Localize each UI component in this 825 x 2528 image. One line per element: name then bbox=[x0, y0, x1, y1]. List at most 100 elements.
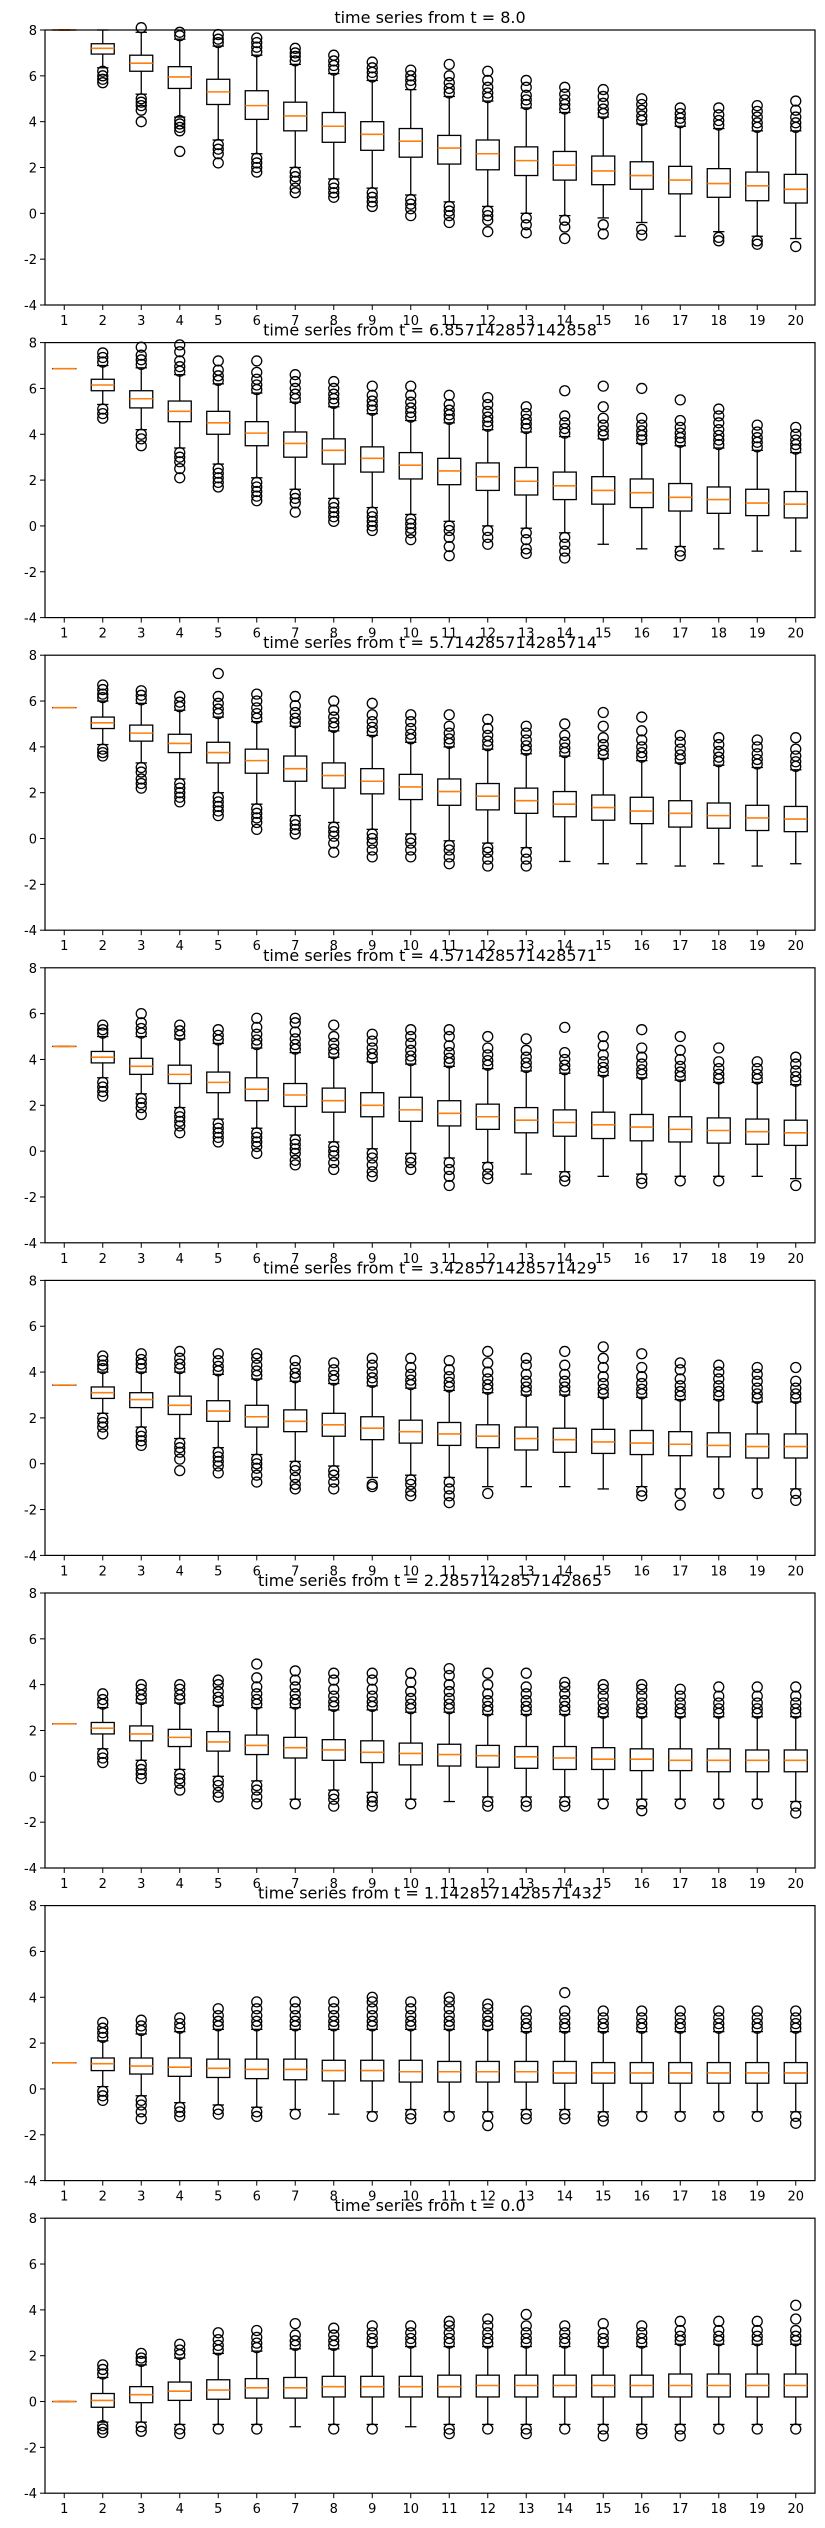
box-12 bbox=[475, 713, 500, 872]
x-tick-label: 18 bbox=[710, 939, 727, 954]
y-tick-label: -2 bbox=[24, 1816, 37, 1831]
x-tick-label: 6 bbox=[253, 2190, 261, 2205]
flier-point bbox=[289, 171, 301, 183]
axes-frame bbox=[44, 342, 816, 619]
x-tick-label: 13 bbox=[518, 2190, 535, 2205]
y-tick-label: 0 bbox=[29, 2083, 37, 2098]
flier-point bbox=[328, 846, 340, 858]
flier-point bbox=[713, 231, 725, 244]
flier-point bbox=[174, 1019, 186, 1031]
flier-point bbox=[251, 485, 263, 498]
flier-point bbox=[212, 690, 224, 703]
x-tick-label: 17 bbox=[672, 1252, 689, 1267]
flier-point bbox=[674, 1373, 686, 1385]
flier-point bbox=[174, 446, 186, 459]
flier-point bbox=[251, 1131, 263, 1144]
flier-point bbox=[520, 740, 532, 752]
x-tick-label: 20 bbox=[787, 2190, 804, 2205]
x-tick-label: 3 bbox=[137, 1252, 145, 1267]
flier-point bbox=[520, 81, 532, 93]
box-6 bbox=[244, 1658, 269, 1810]
flier-point bbox=[559, 103, 571, 115]
flier-point bbox=[443, 1679, 455, 1691]
box-7 bbox=[283, 2317, 308, 2428]
box-14 bbox=[552, 1345, 577, 1488]
y-tick-label: -2 bbox=[24, 566, 37, 581]
flier-point bbox=[251, 1140, 263, 1153]
box-2 bbox=[90, 347, 115, 424]
flier-point bbox=[713, 751, 725, 763]
flier-point bbox=[174, 1120, 186, 1132]
box-8 bbox=[321, 1357, 346, 1495]
flier-point bbox=[790, 1800, 802, 1812]
flier-point bbox=[559, 1345, 571, 1358]
box-16 bbox=[629, 711, 654, 865]
flier-point bbox=[751, 111, 763, 123]
flier-point bbox=[559, 2320, 571, 2332]
flier-point bbox=[212, 1360, 224, 1372]
box-14 bbox=[552, 1987, 577, 2125]
flier-point bbox=[251, 1453, 263, 1465]
flier-point bbox=[520, 227, 532, 239]
flier-point bbox=[366, 1366, 378, 1378]
flier-point bbox=[251, 1136, 263, 1148]
box-12 bbox=[475, 65, 500, 238]
flier-point bbox=[482, 81, 494, 93]
flier-point bbox=[174, 2338, 186, 2350]
x-tick-label: 8 bbox=[330, 2502, 338, 2517]
x-tick-label: 13 bbox=[518, 627, 535, 642]
x-tick-label: 2 bbox=[99, 1877, 107, 1892]
box-16 bbox=[629, 93, 654, 241]
box-15 bbox=[591, 380, 616, 545]
flier-point bbox=[174, 1115, 186, 1127]
flier-point bbox=[559, 545, 571, 557]
flier-point bbox=[366, 1791, 378, 1803]
flier-point bbox=[174, 462, 186, 475]
flier-point bbox=[212, 355, 224, 367]
flier-point bbox=[443, 2427, 455, 2440]
flier-point bbox=[405, 389, 417, 401]
flier-point bbox=[520, 2327, 532, 2339]
flier-point bbox=[135, 1017, 147, 1029]
flier-point bbox=[366, 56, 378, 68]
flier-point bbox=[713, 2315, 725, 2327]
flier-point bbox=[366, 1042, 378, 1054]
flier-point bbox=[366, 1800, 378, 1812]
flier-point bbox=[289, 388, 301, 400]
flier-point bbox=[636, 110, 648, 122]
flier-point bbox=[328, 1476, 340, 1488]
flier-point bbox=[482, 1998, 494, 2010]
flier-point bbox=[405, 527, 417, 539]
flier-point bbox=[713, 102, 725, 114]
flier-point bbox=[443, 1156, 455, 1169]
box-4 bbox=[167, 2338, 192, 2440]
flier-point bbox=[251, 1693, 263, 1706]
flier-point bbox=[482, 420, 494, 432]
box-12 bbox=[475, 2313, 500, 2435]
flier-point bbox=[520, 89, 532, 101]
x-tick-label: 6 bbox=[253, 1877, 261, 1892]
flier-point bbox=[559, 88, 571, 100]
flier-point bbox=[751, 432, 763, 444]
flier-point bbox=[751, 419, 763, 431]
x-tick-label: 15 bbox=[595, 2502, 612, 2517]
x-tick-label: 17 bbox=[672, 2502, 689, 2517]
flier-point bbox=[251, 2110, 263, 2123]
box-iqr bbox=[360, 446, 385, 473]
flier-point bbox=[251, 2009, 263, 2022]
box-18 bbox=[706, 1681, 731, 1810]
flier-point bbox=[251, 1147, 263, 1160]
flier-point bbox=[174, 1111, 186, 1123]
flier-point bbox=[559, 1053, 571, 1066]
flier-point bbox=[328, 397, 340, 409]
flier-point bbox=[251, 373, 263, 385]
flier-point bbox=[713, 2423, 725, 2435]
box-17 bbox=[668, 1357, 693, 1511]
flier-point bbox=[674, 1683, 686, 1695]
flier-point bbox=[174, 791, 186, 803]
flier-point bbox=[212, 467, 224, 479]
flier-point bbox=[674, 1060, 686, 1072]
flier-point bbox=[289, 706, 301, 719]
flier-point bbox=[520, 2012, 532, 2024]
flier-point bbox=[251, 36, 263, 49]
